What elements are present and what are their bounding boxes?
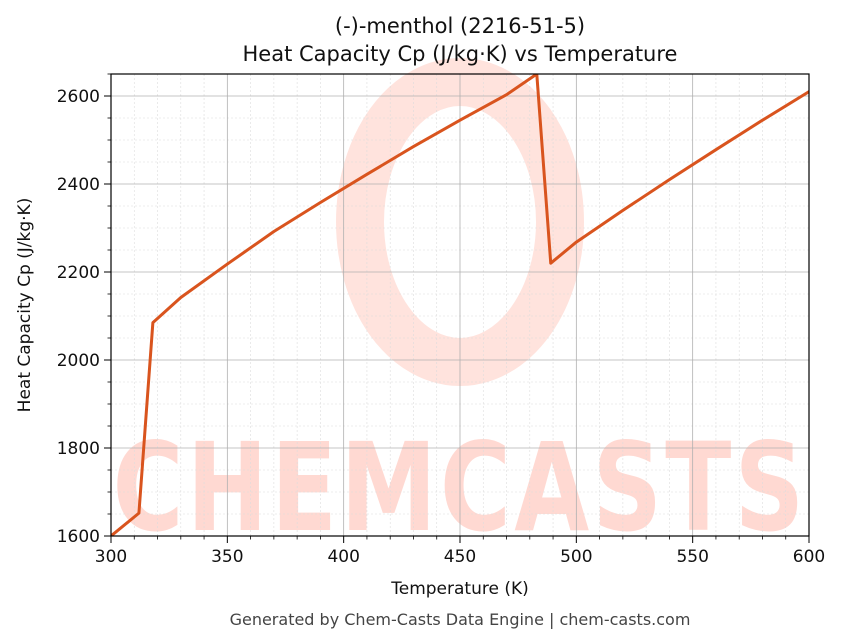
x-axis-label: Temperature (K) [390,579,529,599]
x-tick-label: 300 [95,547,127,567]
y-tick-label: 2600 [57,87,100,107]
x-tick-label: 600 [793,547,825,567]
x-tick-label: 500 [560,547,592,567]
x-tick-label: 450 [444,547,476,567]
y-tick-label: 2400 [57,175,100,195]
footer-credit: Generated by Chem-Casts Data Engine | ch… [230,610,691,629]
x-tick-label: 350 [211,547,243,567]
chart-subtitle: Heat Capacity Cp (J/kg·K) vs Temperature [243,42,678,66]
y-axis-label: Heat Capacity Cp (J/kg·K) [15,198,35,413]
y-tick-label: 1800 [57,439,100,459]
series-layer [111,74,809,536]
x-tick-label: 550 [676,547,708,567]
axes: 300 350 400 450 500 550 600 1600 1800 2000 2200 240… [57,73,825,567]
y-tick-label: 2200 [57,263,100,283]
y-tick-label: 1600 [57,527,100,547]
x-tick-label: 400 [327,547,359,567]
y-tick-label: 2000 [57,351,100,371]
series-line [111,74,809,536]
chart-title: (-)-menthol (2216-51-5) [335,14,585,38]
